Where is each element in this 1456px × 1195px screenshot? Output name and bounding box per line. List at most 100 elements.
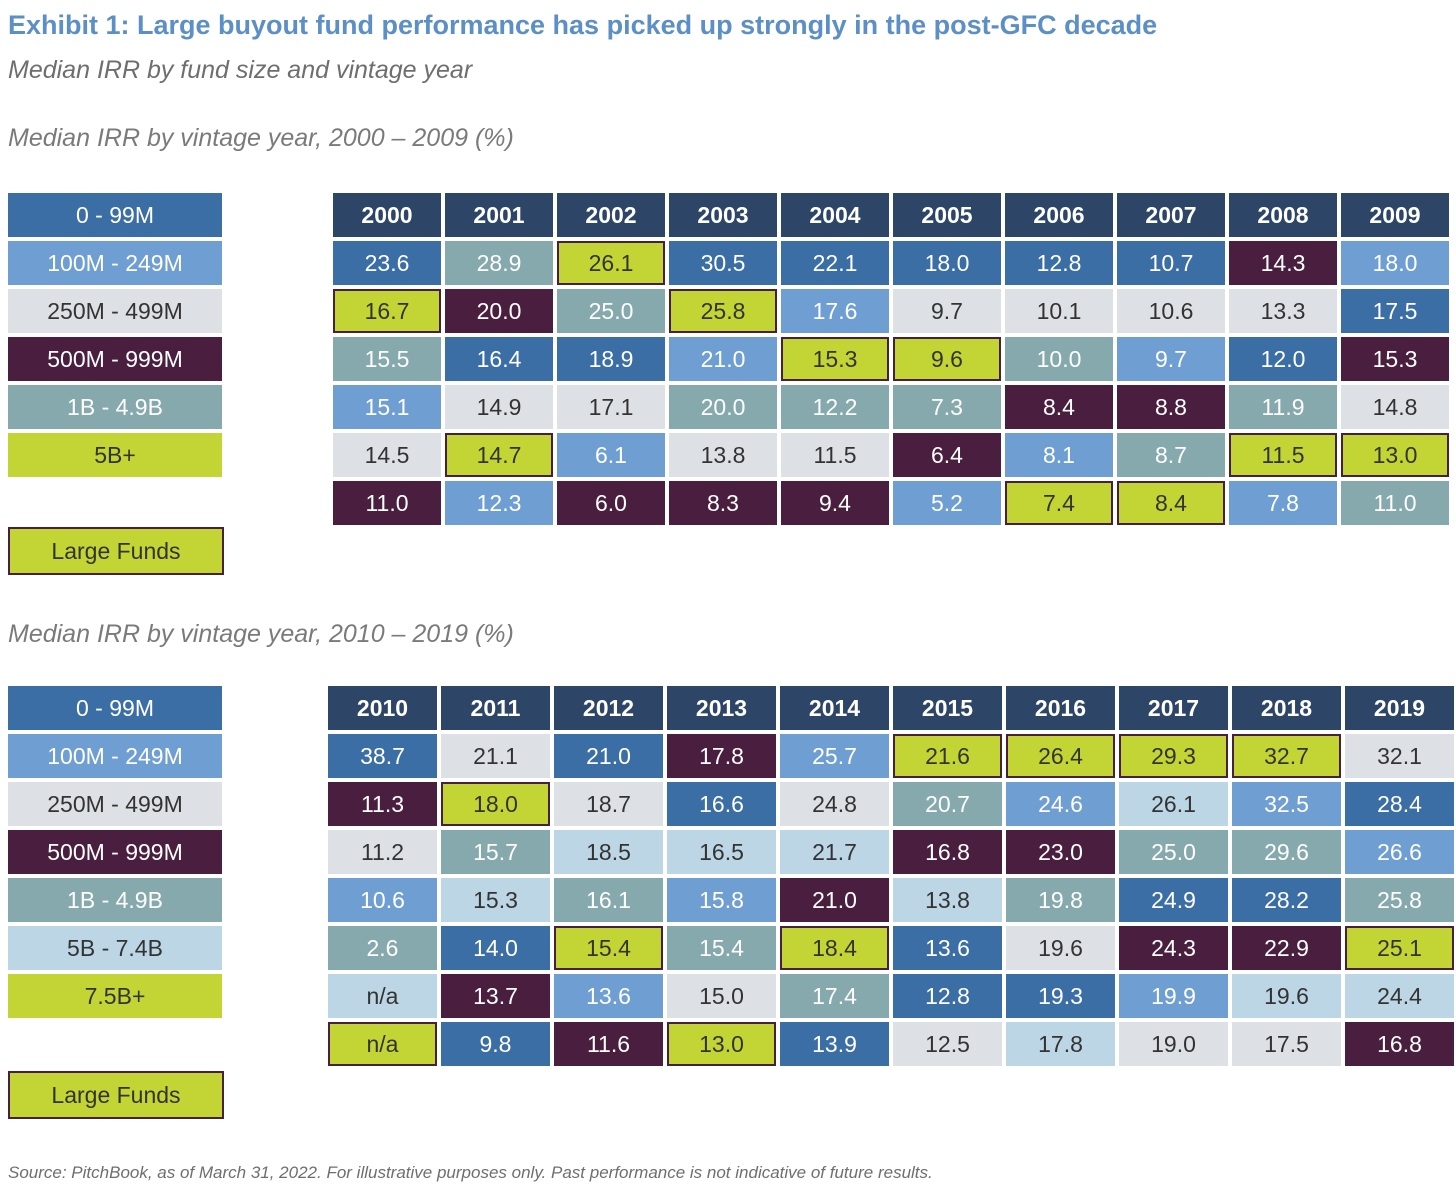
legend-2000-2009: 0 - 99M 100M - 249M 250M - 499M 500M - 999M… xyxy=(8,193,222,481)
irr-cell: 25.8 xyxy=(1345,878,1454,922)
irr-cell: 15.7 xyxy=(441,830,550,874)
irr-cell: 16.8 xyxy=(1345,1022,1454,1066)
irr-cell: 13.3 xyxy=(1229,289,1337,333)
irr-cell: 15.3 xyxy=(781,337,889,381)
irr-cell: 17.5 xyxy=(1232,1022,1341,1066)
irr-cell: 12.8 xyxy=(1005,241,1113,285)
irr-cell: 22.1 xyxy=(781,241,889,285)
irr-cell: 16.8 xyxy=(893,830,1002,874)
section-title-2000-2009: Median IRR by vintage year, 2000 – 2009 … xyxy=(8,124,514,152)
irr-cell: 11.0 xyxy=(1341,481,1449,525)
irr-cell: 24.9 xyxy=(1119,878,1228,922)
irr-cell: 12.5 xyxy=(893,1022,1002,1066)
irr-cell: 16.6 xyxy=(667,782,776,826)
irr-cell: 7.4 xyxy=(1005,481,1113,525)
irr-cell: 24.4 xyxy=(1345,974,1454,1018)
irr-cell: 13.0 xyxy=(667,1022,776,1066)
legend-item: 0 - 99M xyxy=(8,686,222,730)
irr-cell: 11.5 xyxy=(781,433,889,477)
irr-cell: 12.2 xyxy=(781,385,889,429)
year-header: 2019 xyxy=(1345,686,1454,730)
irr-cell: 6.0 xyxy=(557,481,665,525)
legend-item: 100M - 249M xyxy=(8,734,222,778)
irr-cell: 15.8 xyxy=(667,878,776,922)
irr-cell: 14.8 xyxy=(1341,385,1449,429)
irr-cell: 7.3 xyxy=(893,385,1001,429)
legend-item: 500M - 999M xyxy=(8,830,222,874)
year-header: 2016 xyxy=(1006,686,1115,730)
irr-cell: 15.0 xyxy=(667,974,776,1018)
irr-cell: 7.8 xyxy=(1229,481,1337,525)
irr-cell: 2.6 xyxy=(328,926,437,970)
irr-cell: 18.5 xyxy=(554,830,663,874)
irr-cell: 20.0 xyxy=(445,289,553,333)
large-funds-legend: Large Funds xyxy=(8,1071,224,1119)
irr-cell: 8.8 xyxy=(1117,385,1225,429)
irr-cell: 15.1 xyxy=(333,385,441,429)
irr-cell: 16.1 xyxy=(554,878,663,922)
year-header: 2015 xyxy=(893,686,1002,730)
irr-cell: 28.9 xyxy=(445,241,553,285)
irr-cell: 17.5 xyxy=(1341,289,1449,333)
irr-cell: 8.7 xyxy=(1117,433,1225,477)
irr-cell: 11.0 xyxy=(333,481,441,525)
irr-cell: 18.0 xyxy=(441,782,550,826)
irr-cell: 26.4 xyxy=(1006,734,1115,778)
irr-cell: 17.1 xyxy=(557,385,665,429)
year-header: 2008 xyxy=(1229,193,1337,237)
irr-cell: 21.0 xyxy=(780,878,889,922)
irr-cell: 23.0 xyxy=(1006,830,1115,874)
section-title-2010-2019: Median IRR by vintage year, 2010 – 2019 … xyxy=(8,620,514,648)
irr-cell: 10.1 xyxy=(1005,289,1113,333)
irr-cell: 6.1 xyxy=(557,433,665,477)
irr-cell: 13.9 xyxy=(780,1022,889,1066)
year-header: 2010 xyxy=(328,686,437,730)
irr-cell: 20.0 xyxy=(669,385,777,429)
irr-cell: 29.3 xyxy=(1119,734,1228,778)
year-header: 2002 xyxy=(557,193,665,237)
irr-cell: 19.0 xyxy=(1119,1022,1228,1066)
irr-cell: 10.6 xyxy=(1117,289,1225,333)
irr-table-2010-2019: 2010 2011 2012 2013 2014 2015 2016 2017 2018 2019… xyxy=(328,686,1454,1066)
irr-cell: 12.8 xyxy=(893,974,1002,1018)
irr-cell: 12.0 xyxy=(1229,337,1337,381)
irr-cell: 14.5 xyxy=(333,433,441,477)
irr-cell: 15.4 xyxy=(554,926,663,970)
year-header: 2007 xyxy=(1117,193,1225,237)
irr-cell: 24.8 xyxy=(780,782,889,826)
irr-cell: 18.4 xyxy=(780,926,889,970)
year-header: 2012 xyxy=(554,686,663,730)
year-header: 2004 xyxy=(781,193,889,237)
legend-item: 5B - 7.4B xyxy=(8,926,222,970)
irr-cell: 17.6 xyxy=(781,289,889,333)
large-funds-legend: Large Funds xyxy=(8,527,224,575)
irr-cell: 21.0 xyxy=(669,337,777,381)
irr-cell: 21.0 xyxy=(554,734,663,778)
legend-2010-2019: 0 - 99M 100M - 249M 250M - 499M 500M - 999M… xyxy=(8,686,222,1022)
year-header: 2003 xyxy=(669,193,777,237)
irr-cell: 18.0 xyxy=(1341,241,1449,285)
legend-item: 250M - 499M xyxy=(8,289,222,333)
irr-cell: 30.5 xyxy=(669,241,777,285)
irr-cell: 12.3 xyxy=(445,481,553,525)
irr-cell: 22.9 xyxy=(1232,926,1341,970)
irr-cell: 11.5 xyxy=(1229,433,1337,477)
legend-item: 250M - 499M xyxy=(8,782,222,826)
legend-item: 100M - 249M xyxy=(8,241,222,285)
irr-cell: 5.2 xyxy=(893,481,1001,525)
year-header: 2000 xyxy=(333,193,441,237)
irr-cell: 21.7 xyxy=(780,830,889,874)
year-header: 2014 xyxy=(780,686,889,730)
irr-cell: 11.9 xyxy=(1229,385,1337,429)
legend-item: 1B - 4.9B xyxy=(8,878,222,922)
irr-cell: 26.6 xyxy=(1345,830,1454,874)
irr-cell: 10.0 xyxy=(1005,337,1113,381)
irr-cell: 16.5 xyxy=(667,830,776,874)
irr-cell: 14.7 xyxy=(445,433,553,477)
irr-cell: 14.3 xyxy=(1229,241,1337,285)
irr-cell: 8.1 xyxy=(1005,433,1113,477)
irr-cell: 26.1 xyxy=(557,241,665,285)
irr-cell: 18.0 xyxy=(893,241,1001,285)
year-header: 2001 xyxy=(445,193,553,237)
exhibit-subtitle: Median IRR by fund size and vintage year xyxy=(8,56,473,84)
